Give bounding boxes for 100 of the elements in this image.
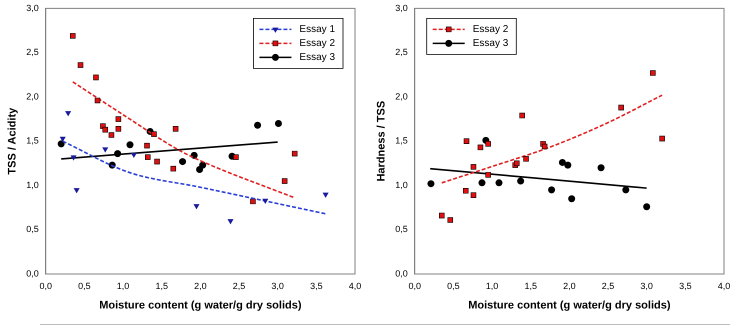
y-tick-label: 1,0 [395,180,408,190]
x-tick-label: 3,5 [310,280,323,291]
legend-label: Essay 2 [472,24,509,36]
x-tick-label: 3,0 [271,280,284,291]
point [145,154,151,160]
x-tick-label: 0,5 [447,280,460,291]
y-tick-label: 0,5 [395,224,408,234]
point [116,116,122,122]
y-tick-label: 1,5 [26,136,39,146]
point [558,158,566,166]
x-tick-label: 3,0 [640,280,653,291]
point [151,131,157,137]
point [478,179,486,186]
point [172,126,178,132]
y-tick-label: 3,0 [395,2,408,13]
x-tick-label: 3,5 [679,280,692,291]
point [659,136,665,142]
legend-label: Essay 1 [299,24,336,36]
point [568,195,576,202]
point [548,186,556,194]
y-tick-label: 3,0 [26,2,39,13]
point [114,150,122,158]
y-axis-title: Hardness / TSS [376,100,388,182]
x-tick-label: 1,0 [486,280,498,291]
point [58,140,65,148]
point [144,142,150,148]
point [74,188,80,194]
legend-label: Essay 2 [299,38,336,50]
y-tick-label: 1,5 [395,136,408,146]
x-tick-label: 1,0 [116,280,130,291]
x-tick-label: 1,5 [524,280,537,291]
x-tick-label: 4,0 [348,280,362,291]
x-axis-title: Moisture content (g water/g dry solids) [99,299,302,312]
point [564,162,572,169]
point [495,179,502,186]
point [170,166,176,172]
point [227,219,234,224]
point [262,198,268,204]
line-series [72,81,296,199]
point [470,192,476,198]
point [643,203,650,210]
point [650,70,656,76]
point [292,150,298,156]
point [78,62,84,68]
x-tick-label: 2,5 [232,280,246,291]
point [427,180,434,188]
point [250,198,256,204]
point [70,33,76,39]
y-tick-label: 2,0 [395,91,408,102]
x-tick-label: 4,0 [718,280,730,291]
point [439,212,445,218]
y-tick-label: 2,0 [26,91,39,102]
point [517,178,524,185]
point [199,162,206,169]
point [102,126,108,132]
point [478,144,484,150]
point [542,144,548,150]
x-tick-label: 0,0 [39,280,52,291]
point [282,178,288,184]
point [116,126,122,132]
y-tick-label: 0,0 [26,268,39,278]
point [485,141,491,147]
point [179,158,186,166]
point [102,147,108,153]
point [470,164,476,170]
x-tick-label: 2,5 [602,280,614,291]
point [274,120,282,127]
point [94,98,100,104]
x-tick-label: 0,5 [78,280,91,291]
legend-label: Essay 3 [472,38,509,50]
y-tick-label: 1,0 [26,180,39,190]
point [233,154,239,160]
point [126,141,134,148]
point [448,217,454,223]
point [193,204,200,210]
y-tick-label: 0,5 [26,224,39,234]
point [618,104,624,110]
x-tick-label: 0,0 [408,280,421,291]
point [322,192,329,198]
x-tick-label: 1,5 [155,280,168,291]
point [622,186,630,194]
point [60,136,66,142]
point [130,152,137,158]
point [523,156,529,162]
point [70,155,77,161]
point [519,112,525,118]
point [485,172,491,178]
point [254,122,262,129]
x-tick-label: 2,0 [563,280,576,291]
x-tick-label: 2,0 [194,280,207,291]
point [462,188,469,194]
point [93,74,99,80]
x-axis-title: Moisture content (g water/g dry solids) [468,299,671,312]
y-tick-label: 2,5 [395,47,408,58]
point [154,158,160,164]
point [65,111,72,116]
y-axis-title: TSS / Acidity [6,106,19,175]
legend-label: Essay 3 [299,52,336,64]
point [598,164,605,172]
point [108,132,114,138]
